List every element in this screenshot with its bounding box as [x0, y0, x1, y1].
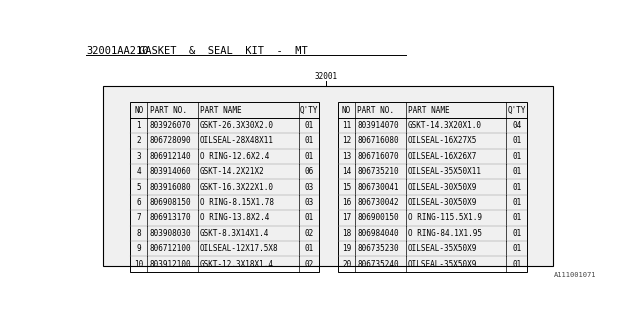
Text: O RING-8.15X1.78: O RING-8.15X1.78: [200, 198, 274, 207]
Text: 01: 01: [305, 121, 314, 130]
Text: 11: 11: [342, 121, 351, 130]
Text: 01: 01: [305, 136, 314, 145]
Text: 806735230: 806735230: [358, 244, 399, 253]
Text: 806712100: 806712100: [150, 244, 191, 253]
Text: 01: 01: [512, 152, 522, 161]
Text: 03: 03: [305, 182, 314, 191]
Text: NO: NO: [342, 106, 351, 115]
Text: GSKT-14.2X21X2: GSKT-14.2X21X2: [200, 167, 265, 176]
Text: OILSEAL-16X27X5: OILSEAL-16X27X5: [408, 136, 477, 145]
Text: 13: 13: [342, 152, 351, 161]
Text: 18: 18: [342, 229, 351, 238]
Text: 806908150: 806908150: [150, 198, 191, 207]
Text: OILSEAL-35X50X9: OILSEAL-35X50X9: [408, 260, 477, 268]
Text: 6: 6: [136, 198, 141, 207]
Text: 806735210: 806735210: [358, 167, 399, 176]
Text: GSKT-16.3X22X1.0: GSKT-16.3X22X1.0: [200, 182, 274, 191]
Text: PART NO.: PART NO.: [150, 106, 187, 115]
Text: 01: 01: [512, 260, 522, 268]
Text: 806730042: 806730042: [358, 198, 399, 207]
Text: 806984040: 806984040: [358, 229, 399, 238]
Text: 01: 01: [305, 152, 314, 161]
Text: 8: 8: [136, 229, 141, 238]
Text: 806912140: 806912140: [150, 152, 191, 161]
Text: 32001: 32001: [315, 72, 338, 81]
Text: 10: 10: [134, 260, 143, 268]
Text: 17: 17: [342, 213, 351, 222]
Text: 32001AA210: 32001AA210: [86, 46, 148, 56]
Text: 803914060: 803914060: [150, 167, 191, 176]
Text: 01: 01: [305, 213, 314, 222]
Text: O RING-115.5X1.9: O RING-115.5X1.9: [408, 213, 482, 222]
Text: 19: 19: [342, 244, 351, 253]
Text: GASKET  &  SEAL  KIT  -  MT: GASKET & SEAL KIT - MT: [139, 46, 308, 56]
Text: 16: 16: [342, 198, 351, 207]
Text: 01: 01: [512, 244, 522, 253]
Text: 803908030: 803908030: [150, 229, 191, 238]
Text: 3: 3: [136, 152, 141, 161]
Text: 03: 03: [305, 198, 314, 207]
Text: A111001071: A111001071: [554, 272, 596, 278]
Text: O RING-84.1X1.95: O RING-84.1X1.95: [408, 229, 482, 238]
Text: NO: NO: [134, 106, 143, 115]
Text: 04: 04: [512, 121, 522, 130]
Text: 806716080: 806716080: [358, 136, 399, 145]
Text: 06: 06: [305, 167, 314, 176]
Text: 01: 01: [512, 213, 522, 222]
Text: 12: 12: [342, 136, 351, 145]
Text: 803914070: 803914070: [358, 121, 399, 130]
Text: 4: 4: [136, 167, 141, 176]
Text: GSKT-12.3X18X1.4: GSKT-12.3X18X1.4: [200, 260, 274, 268]
Text: 02: 02: [305, 229, 314, 238]
Text: 15: 15: [342, 182, 351, 191]
Text: OILSEAL-35X50X11: OILSEAL-35X50X11: [408, 167, 482, 176]
Text: 01: 01: [512, 136, 522, 145]
Text: GSKT-14.3X20X1.0: GSKT-14.3X20X1.0: [408, 121, 482, 130]
Text: OILSEAL-35X50X9: OILSEAL-35X50X9: [408, 244, 477, 253]
Text: 806716070: 806716070: [358, 152, 399, 161]
Text: 803912100: 803912100: [150, 260, 191, 268]
Bar: [103, 86, 553, 266]
Text: GSKT-8.3X14X1.4: GSKT-8.3X14X1.4: [200, 229, 269, 238]
Text: 5: 5: [136, 182, 141, 191]
Text: 01: 01: [512, 229, 522, 238]
Text: 803926070: 803926070: [150, 121, 191, 130]
Text: OILSEAL-12X17.5X8: OILSEAL-12X17.5X8: [200, 244, 279, 253]
Text: 20: 20: [342, 260, 351, 268]
Text: 01: 01: [512, 198, 522, 207]
Text: PART NAME: PART NAME: [200, 106, 242, 115]
Text: 806900150: 806900150: [358, 213, 399, 222]
Text: Q'TY: Q'TY: [508, 106, 526, 115]
Text: 02: 02: [305, 260, 314, 268]
Text: GSKT-26.3X30X2.0: GSKT-26.3X30X2.0: [200, 121, 274, 130]
Text: 806735240: 806735240: [358, 260, 399, 268]
Text: OILSEAL-16X26X7: OILSEAL-16X26X7: [408, 152, 477, 161]
Text: 806728090: 806728090: [150, 136, 191, 145]
Text: OILSEAL-30X50X9: OILSEAL-30X50X9: [408, 198, 477, 207]
Text: OILSEAL-30X50X9: OILSEAL-30X50X9: [408, 182, 477, 191]
Text: O RING-13.8X2.4: O RING-13.8X2.4: [200, 213, 269, 222]
Text: 2: 2: [136, 136, 141, 145]
Text: 14: 14: [342, 167, 351, 176]
Text: 806913170: 806913170: [150, 213, 191, 222]
Text: OILSEAL-28X48X11: OILSEAL-28X48X11: [200, 136, 274, 145]
Text: 7: 7: [136, 213, 141, 222]
Text: 01: 01: [305, 244, 314, 253]
Text: PART NAME: PART NAME: [408, 106, 449, 115]
Bar: [131, 102, 319, 272]
Text: 9: 9: [136, 244, 141, 253]
Text: O RING-12.6X2.4: O RING-12.6X2.4: [200, 152, 269, 161]
Text: 01: 01: [512, 182, 522, 191]
Text: 806730041: 806730041: [358, 182, 399, 191]
Text: 01: 01: [512, 167, 522, 176]
Text: 1: 1: [136, 121, 141, 130]
Text: 803916080: 803916080: [150, 182, 191, 191]
Bar: [338, 102, 527, 272]
Text: PART NO.: PART NO.: [358, 106, 394, 115]
Text: Q'TY: Q'TY: [300, 106, 318, 115]
